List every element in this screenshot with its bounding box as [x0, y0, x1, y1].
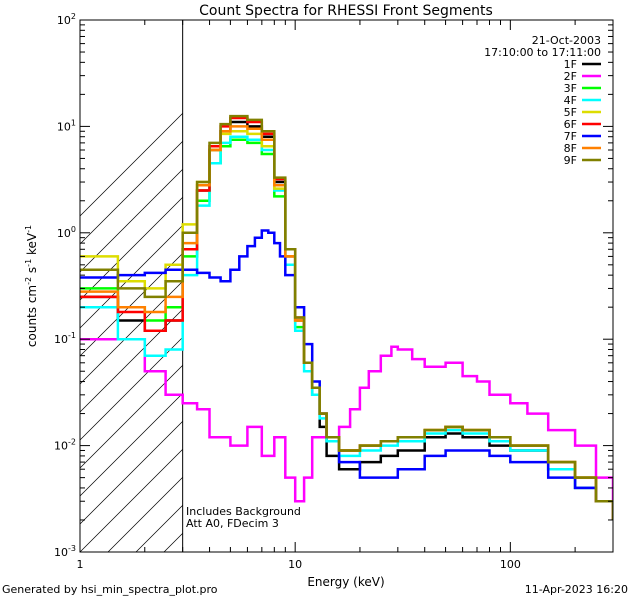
y-tick-label: 102 — [57, 12, 76, 27]
y-tick-label: 100 — [57, 225, 76, 240]
hatch-line — [80, 252, 183, 357]
hatch-line — [80, 364, 183, 469]
x-tick-label: 10 — [288, 558, 302, 571]
y-tick-label: 101 — [57, 118, 76, 133]
y-axis-label: counts cm-2 s-1 keV-1 — [24, 225, 39, 347]
date-label: 21-Oct-2003 — [532, 34, 601, 47]
series-2F-line — [80, 337, 613, 503]
series-9F-line — [80, 114, 613, 520]
legend-label-3F: 3F — [564, 82, 577, 95]
legend-label-7F: 7F — [564, 130, 577, 143]
legend-label-9F: 9F — [564, 154, 577, 167]
x-tick-label: 100 — [500, 558, 521, 571]
legend-label-8F: 8F — [564, 142, 577, 155]
x-axis-label: Energy (keV) — [307, 575, 384, 589]
hatch-line — [80, 196, 183, 301]
footer-timestamp: 11-Apr-2023 16:20 — [524, 583, 628, 596]
annotation-background: Includes Background — [186, 505, 301, 518]
hatch-line — [80, 392, 183, 497]
hatch-line — [80, 280, 183, 385]
hatch-line — [80, 448, 183, 552]
chart-title: Count Spectra for RHESSI Front Segments — [199, 3, 493, 19]
footer-generated-by: Generated by hsi_min_spectra_plot.pro — [2, 583, 218, 596]
y-tick-label: 10-3 — [54, 544, 76, 559]
plot-frame — [79, 19, 614, 553]
legend-label-6F: 6F — [564, 118, 577, 131]
time-range-label: 17:10:00 to 17:11:00 — [484, 46, 601, 59]
legend-label-1F: 1F — [564, 58, 577, 71]
legend-label-2F: 2F — [564, 70, 577, 83]
legend-label-5F: 5F — [564, 106, 577, 119]
annotation-attenuator: Att A0, FDecim 3 — [186, 517, 279, 530]
hatch-line — [80, 224, 183, 329]
legend-label-4F: 4F — [564, 94, 577, 107]
y-tick-label: 10-1 — [54, 331, 76, 346]
hatch-line — [80, 420, 183, 525]
y-tick-label: 10-2 — [54, 438, 76, 453]
x-tick-label: 1 — [77, 558, 84, 571]
